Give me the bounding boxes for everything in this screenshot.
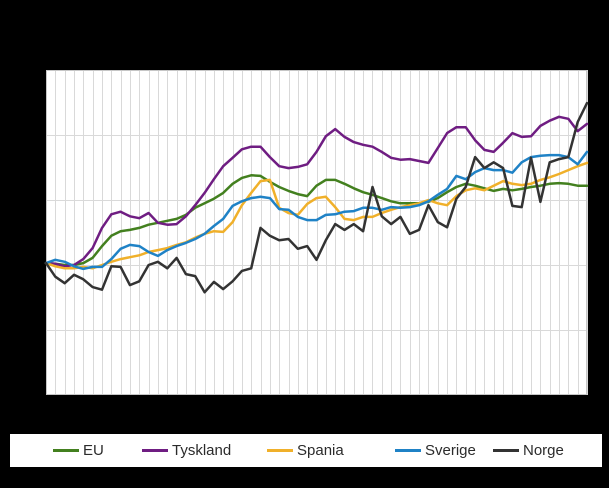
legend-swatch-tyskland (142, 449, 168, 452)
legend-item-eu: EU (53, 434, 104, 467)
legend-swatch-norge (493, 449, 519, 452)
series-line-eu (44, 174, 589, 267)
legend-swatch-eu (53, 449, 79, 452)
legend-label-spania: Spania (297, 442, 344, 459)
legend-item-tyskland: Tyskland (142, 434, 231, 467)
legend-label-tyskland: Tyskland (172, 442, 232, 459)
series-line-tyskland (44, 115, 589, 268)
legend-item-sverige: Sverige (395, 434, 476, 467)
series-line-spania (44, 161, 589, 270)
legend-swatch-spania (267, 449, 293, 452)
plot-area (46, 70, 587, 395)
legend-item-spania: Spania (267, 434, 344, 467)
legend-swatch-sverige (395, 449, 421, 452)
legend-label-norge: Norge (523, 442, 564, 459)
chart-legend: EU Tyskland Spania Sverige Norge (10, 434, 602, 467)
vertical-gridlines (46, 70, 588, 395)
legend-item-norge: Norge (493, 434, 564, 467)
horizontal-gridlines (46, 135, 587, 331)
plot-border (46, 70, 587, 395)
legend-label-eu: EU (83, 442, 104, 459)
series-line-sverige (44, 150, 589, 271)
legend-label-sverige: Sverige (425, 442, 476, 459)
series-line-norge (44, 101, 589, 294)
